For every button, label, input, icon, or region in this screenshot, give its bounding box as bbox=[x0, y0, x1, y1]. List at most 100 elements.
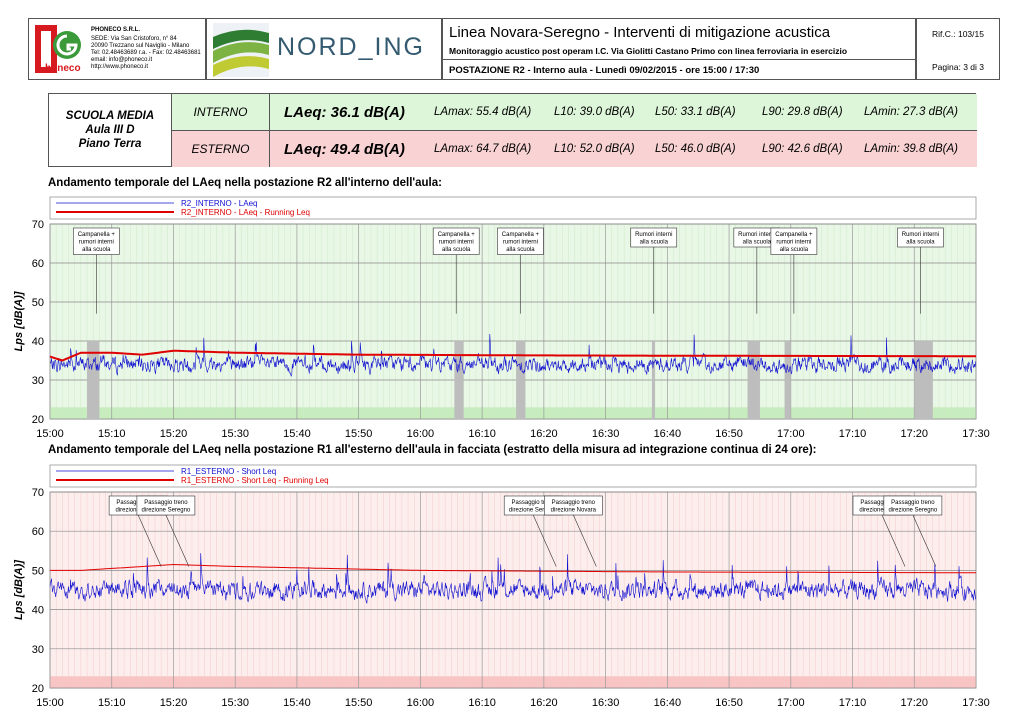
x-tick-label: 16:10 bbox=[468, 697, 496, 709]
company-phone: Tel: 02.48463689 r.a. - Fax: 02.48463681 bbox=[91, 50, 201, 56]
annotation-text: alla scuola bbox=[442, 247, 471, 253]
series-running-leq bbox=[50, 563, 977, 574]
location-cell: SCUOLA MEDIA Aula III D Piano Terra bbox=[49, 109, 171, 151]
x-tick-label: 15:00 bbox=[36, 428, 64, 440]
x-tick-label: 17:10 bbox=[839, 428, 867, 440]
y-tick-label: 60 bbox=[32, 258, 44, 270]
lamax-value: LAmax: 55.4 dB(A) bbox=[434, 106, 532, 118]
x-tick-label: 17:30 bbox=[962, 428, 990, 440]
title-divider bbox=[443, 59, 915, 60]
l10-value: L10: 39.0 dB(A) bbox=[554, 106, 635, 118]
chart-title-interno: Andamento temporale del LAeq nella posta… bbox=[48, 177, 442, 189]
annotation: Rumori interni alla scuola bbox=[897, 227, 944, 314]
annotation-text: Rumori interni bbox=[902, 232, 939, 238]
x-tick-label: 17:10 bbox=[839, 697, 867, 709]
laeq-value: LAeq: 49.4 dB(A) bbox=[284, 140, 405, 158]
y-tick-label: 40 bbox=[32, 605, 44, 617]
annotation-text: Passaggio treno bbox=[512, 500, 556, 506]
annotation-box bbox=[544, 495, 603, 516]
y-tick-label: 30 bbox=[32, 644, 44, 656]
location-line: Piano Terra bbox=[78, 138, 142, 150]
x-tick-label: 16:40 bbox=[654, 697, 682, 709]
annotation-box bbox=[897, 227, 944, 248]
annotation-text: alla scuola bbox=[780, 247, 809, 253]
series-short-leq bbox=[49, 553, 977, 604]
annotation-text: Campanella + bbox=[78, 232, 116, 238]
laeq-value: LAeq: 36.1 dB(A) bbox=[284, 103, 405, 121]
logo-text: honeco bbox=[45, 63, 81, 74]
annotation-box bbox=[770, 227, 818, 255]
x-tick-label: 16:30 bbox=[592, 697, 620, 709]
annotation: Passaggio treno direzione Novara bbox=[544, 495, 603, 567]
annotation-text: direzione Seregno bbox=[889, 508, 938, 514]
legend-label: R2_INTERNO - LAeq bbox=[181, 199, 257, 208]
x-tick-label: 16:50 bbox=[715, 697, 743, 709]
page-title: Linea Novara-Seregno - Interventi di mit… bbox=[449, 24, 831, 41]
company-address2: 20090 Trezzano sul Naviglio - Milano bbox=[91, 43, 190, 49]
summary-row-interno: INTERNO LAeq: 36.1 dB(A) LAmax: 55.4 dB(… bbox=[171, 94, 977, 130]
x-tick-label: 15:40 bbox=[283, 428, 311, 440]
l90-value: L90: 29.8 dB(A) bbox=[762, 106, 843, 118]
fields-logo-icon bbox=[213, 23, 269, 77]
x-tick-label: 15:10 bbox=[98, 428, 126, 440]
annotation-text: rumori interni bbox=[776, 240, 811, 246]
x-tick-label: 15:40 bbox=[283, 697, 311, 709]
partner-logo-text: NORD_ING bbox=[277, 33, 425, 61]
phoneco-logo-icon bbox=[35, 25, 81, 73]
masked-interval bbox=[454, 341, 464, 419]
reference-block: Rif.C.: 103/15 Pagina: 3 di 3 bbox=[916, 18, 1000, 80]
page-number: Pagina: 3 di 3 bbox=[932, 62, 984, 72]
annotation-text: alla scuola bbox=[743, 240, 772, 246]
annotation-box bbox=[883, 495, 943, 516]
l50-value: L50: 33.1 dB(A) bbox=[655, 106, 736, 118]
y-tick-label: 60 bbox=[32, 526, 44, 538]
annotation-box bbox=[73, 227, 120, 255]
y-tick-label: 20 bbox=[32, 414, 44, 426]
legend-box bbox=[49, 464, 977, 488]
reference-code: Rif.C.: 103/15 bbox=[932, 29, 984, 39]
masked-interval bbox=[87, 341, 100, 419]
x-tick-label: 15:20 bbox=[160, 697, 188, 709]
annotation-text: alla scuola bbox=[640, 240, 669, 246]
annotation-text: alla scuola bbox=[82, 247, 111, 253]
x-tick-label: 15:00 bbox=[36, 697, 64, 709]
annotation: Passaggio treno direzione Seregno bbox=[883, 495, 943, 567]
y-tick-label: 40 bbox=[32, 336, 44, 348]
l10-value: L10: 52.0 dB(A) bbox=[554, 143, 635, 155]
annotation-text: Campanella + bbox=[502, 232, 540, 238]
x-tick-label: 16:00 bbox=[407, 697, 435, 709]
annotation-text: Passaggio treno bbox=[552, 500, 596, 506]
lamin-value: LAmin: 27.3 dB(A) bbox=[864, 106, 958, 118]
x-tick-label: 16:00 bbox=[407, 428, 435, 440]
x-tick-label: 15:30 bbox=[221, 697, 249, 709]
location-line: Aula III D bbox=[85, 124, 135, 136]
annotation-box bbox=[630, 227, 678, 248]
annotation-leader bbox=[573, 514, 597, 567]
y-tick-label: 20 bbox=[32, 683, 44, 695]
chart-title-esterno: Andamento temporale del LAeq nella posta… bbox=[48, 444, 817, 456]
l50-value: L50: 46.0 dB(A) bbox=[655, 143, 736, 155]
company-address1: SEDE: Via San Cristoforo, n° 84 bbox=[91, 36, 177, 42]
annotation-leader bbox=[912, 514, 937, 567]
legend-label: R1_ESTERNO - Short Leq bbox=[181, 467, 276, 476]
annotation-text: rumori interni bbox=[79, 240, 114, 246]
lamin-value: LAmin: 39.8 dB(A) bbox=[864, 143, 958, 155]
annotation-text: direzione Seregno bbox=[142, 508, 191, 514]
page-subtitle: Monitoraggio acustico post operam I.C. V… bbox=[449, 46, 848, 56]
annotation-leader bbox=[137, 514, 162, 567]
annotation-text: Passaggio treno bbox=[860, 500, 904, 506]
y-axis-label: Lps [dB(A)] bbox=[13, 560, 25, 620]
l90-value: L90: 42.6 dB(A) bbox=[762, 143, 843, 155]
y-axis-label: Lps [dB(A)] bbox=[13, 291, 25, 351]
annotation-text: Rumori interni bbox=[635, 232, 672, 238]
annotation-text: direzione Novara bbox=[551, 508, 597, 514]
x-tick-label: 17:00 bbox=[777, 428, 805, 440]
title-block: Linea Novara-Seregno - Interventi di mit… bbox=[442, 18, 916, 80]
company-email: email: info@phoneco.it bbox=[91, 57, 153, 63]
